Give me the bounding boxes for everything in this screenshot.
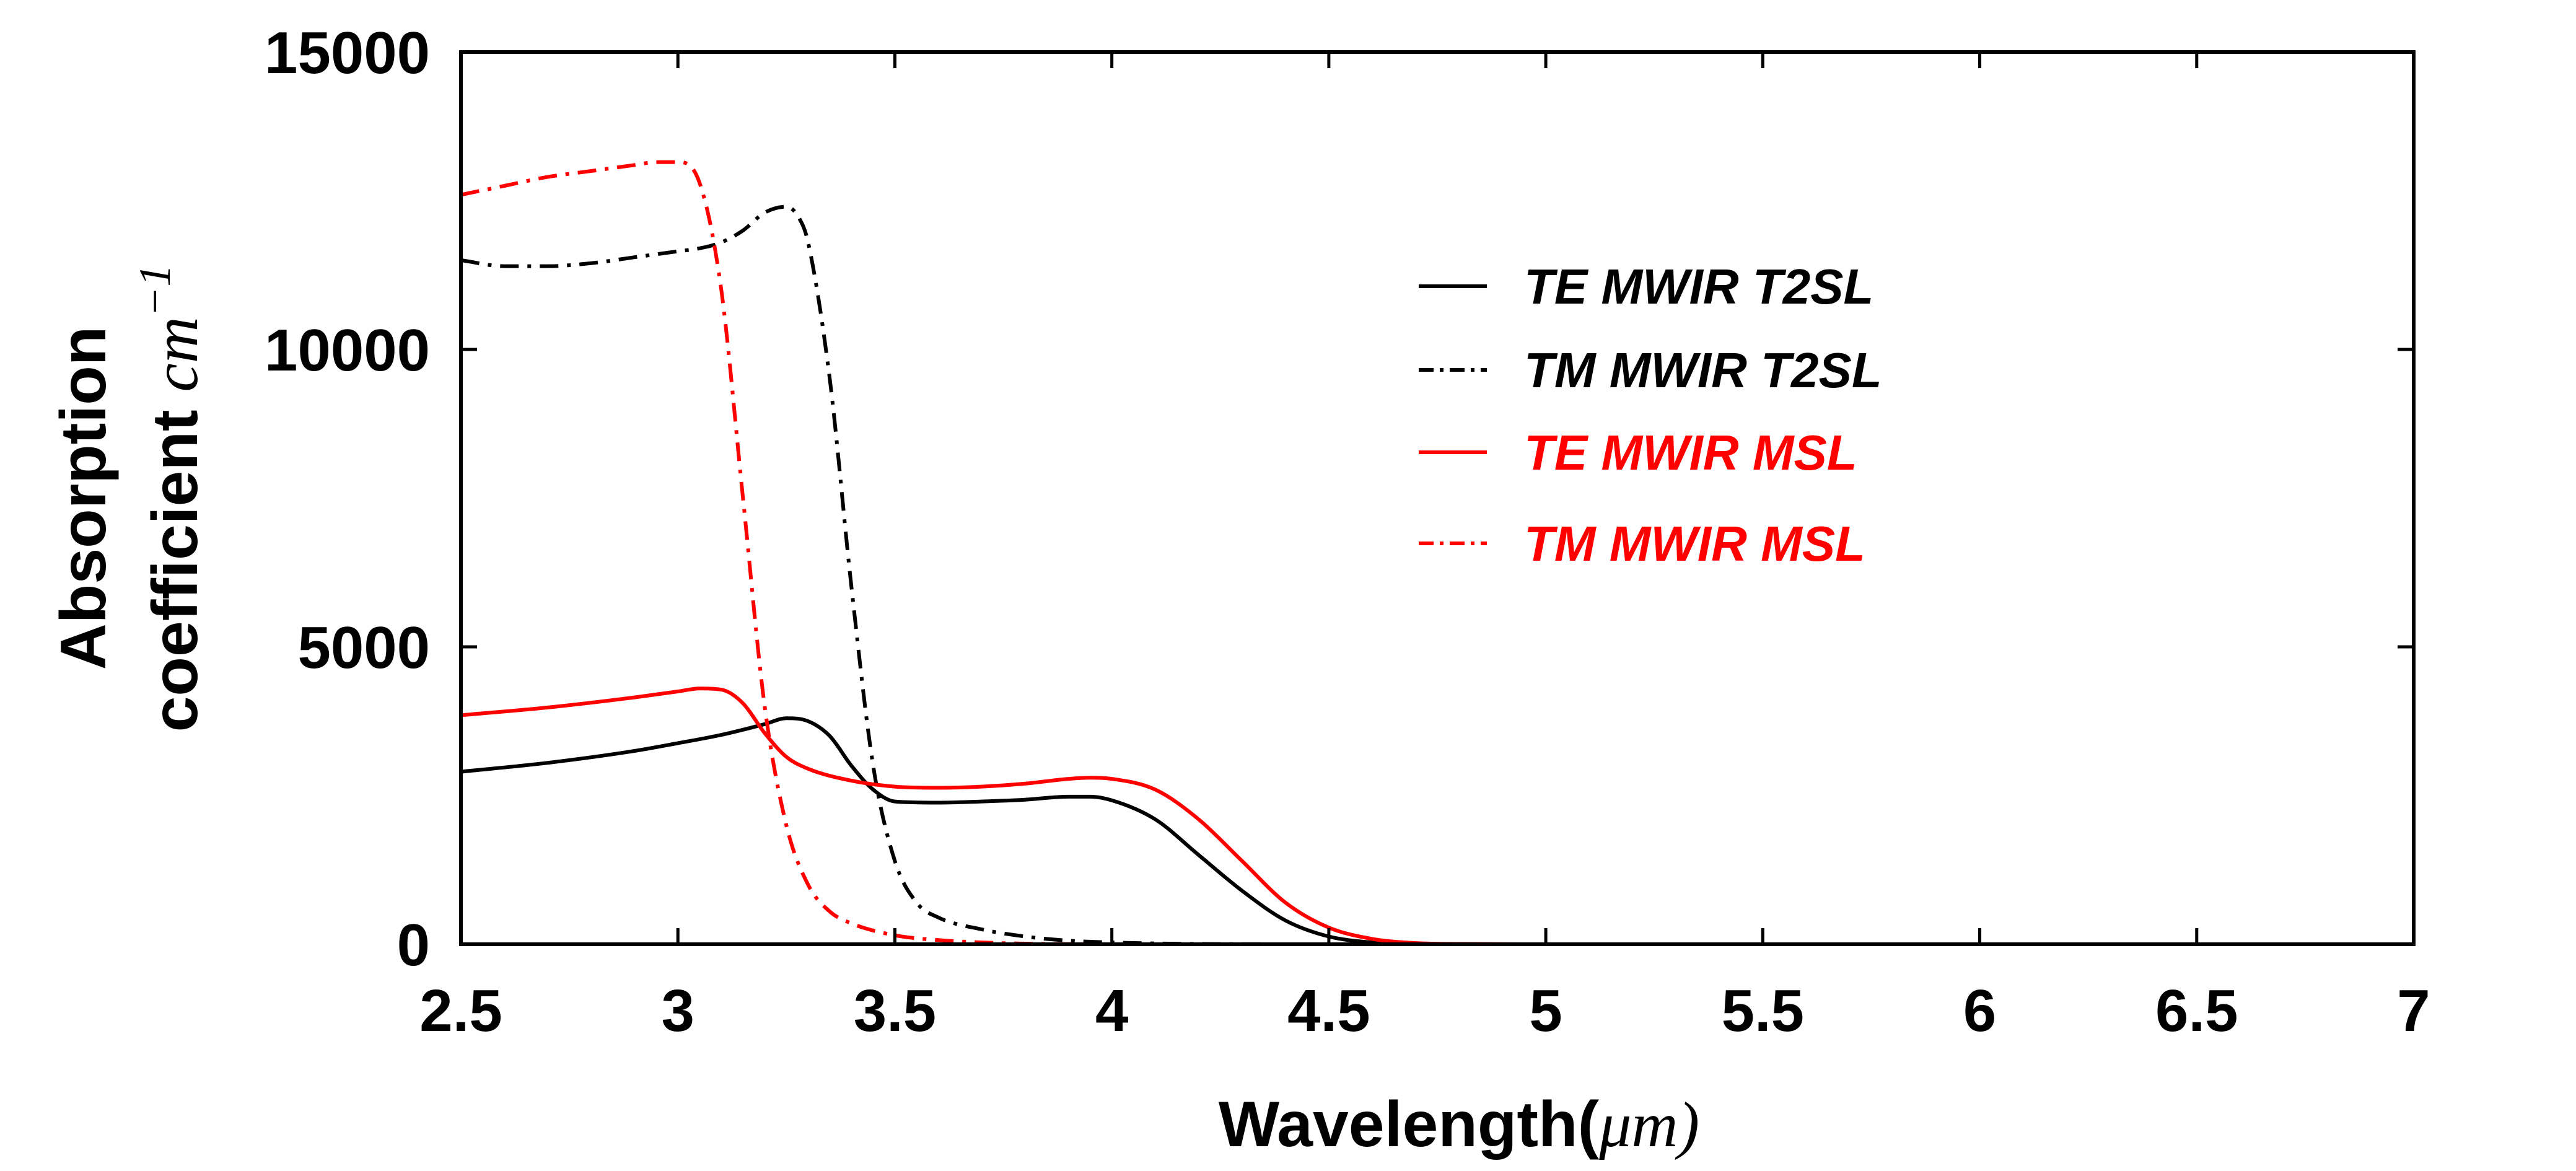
x-tick-label: 5 [1529, 978, 1562, 1044]
legend-label: TE MWIR T2SL [1524, 259, 1873, 314]
legend-label: TE MWIR MSL [1524, 425, 1857, 480]
x-tick-label: 7 [2397, 978, 2430, 1044]
legend-label: TM MWIR T2SL [1524, 343, 1882, 398]
y-tick-label: 5000 [297, 615, 430, 681]
plot-frame [459, 50, 2416, 946]
y-axis-title: Absorption coefficient cm−1 [48, 265, 211, 732]
x-tick-label: 3 [662, 978, 694, 1044]
y-tick-label: 0 [397, 912, 430, 978]
y-axis-title-line2: coefficient cm−1 [130, 265, 211, 732]
x-tick-label: 6.5 [2155, 978, 2238, 1044]
tick-labels: 2.5 3 3.5 4 4.5 5 5.5 6 6.5 7 0 5000 10000 15000 [265, 20, 2430, 1044]
series-lines [460, 160, 2414, 947]
x-tick-label: 5.5 [1722, 978, 1804, 1044]
y-axis-unit: cm [140, 317, 211, 392]
series-line-tm-mwir-t2sl [460, 204, 2414, 947]
x-tick-label: 3.5 [854, 978, 936, 1044]
x-axis-unit: μm [1598, 1089, 1678, 1160]
x-axis-title: Wavelength(μm) [1219, 1089, 1699, 1160]
x-tick-label: 6 [1963, 978, 1996, 1044]
legend: TE MWIR T2SL TM MWIR T2SL TE MWIR MSL TM MW… [1419, 259, 1882, 571]
y-axis-title-line2-text: coefficient [139, 392, 211, 732]
series-line-te-mwir-t2sl [460, 716, 2414, 947]
y-tick-label: 10000 [265, 317, 430, 384]
x-axis-title-close: ) [1675, 1089, 1700, 1160]
legend-label: TM MWIR MSL [1524, 516, 1865, 571]
y-axis-unit-exponent: −1 [130, 265, 180, 317]
y-tick-label: 15000 [265, 20, 430, 86]
x-tick-label: 4.5 [1287, 978, 1370, 1044]
x-tick-label: 4 [1095, 978, 1128, 1044]
x-tick-label: 2.5 [419, 978, 502, 1044]
axis-ticks [459, 50, 2416, 946]
x-axis-title-text: Wavelength( [1219, 1089, 1600, 1160]
series-line-tm-mwir-msl [460, 160, 2414, 947]
y-axis-title-line1: Absorption [48, 327, 120, 670]
